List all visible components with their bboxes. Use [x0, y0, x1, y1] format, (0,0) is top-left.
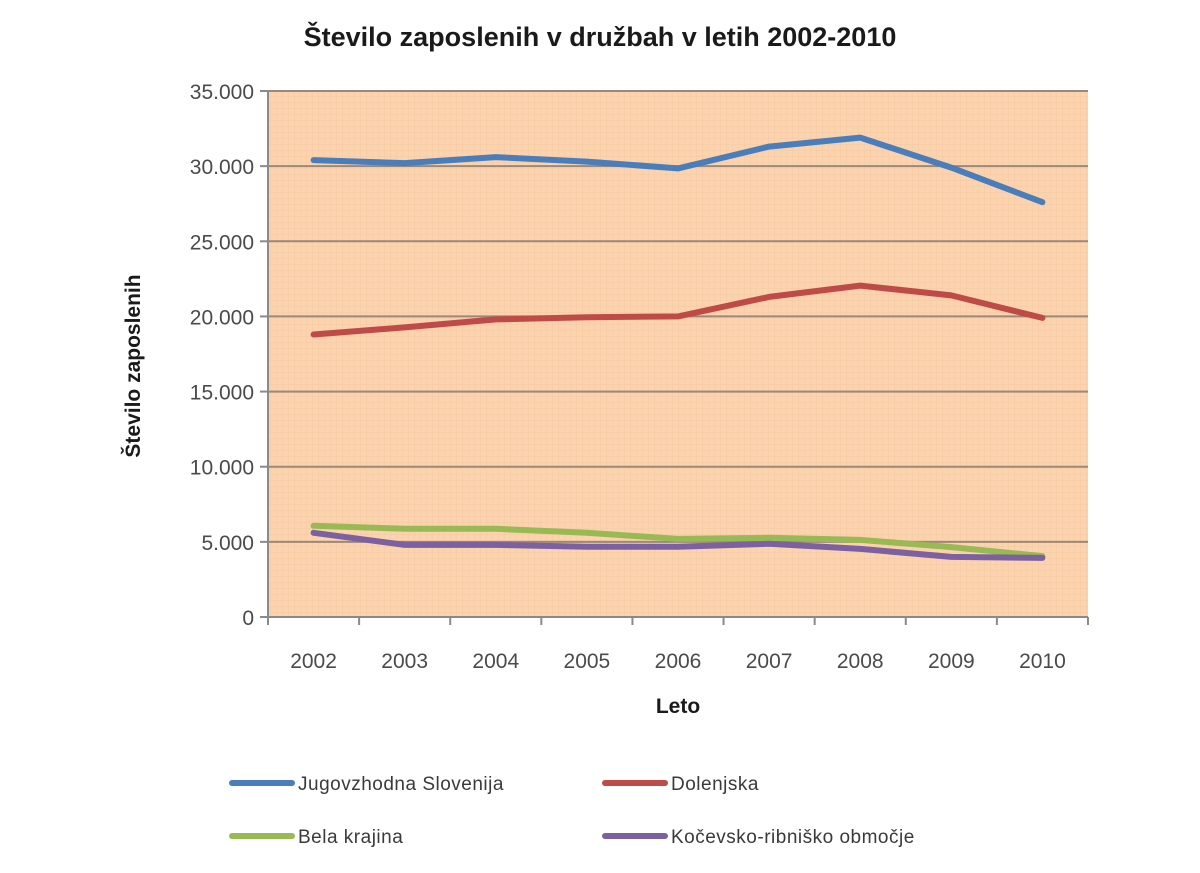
x-tick-label: 2010	[1019, 650, 1066, 673]
series-lines	[310, 134, 1046, 561]
x-axis-title: Leto	[656, 695, 700, 718]
legend-label: Kočevsko-ribniško območje	[671, 827, 915, 848]
x-tick-label: 2005	[564, 650, 611, 673]
chart-title: Število zaposlenih v družbah v letih 200…	[304, 21, 897, 52]
x-tick-label: 2008	[837, 650, 884, 673]
y-tick-label: 0	[242, 607, 254, 630]
axes	[260, 90, 1089, 625]
x-tick-label: 2002	[290, 650, 337, 673]
y-axis-title: Število zaposlenih	[121, 274, 145, 457]
y-tick-label: 15.000	[190, 382, 254, 405]
x-tick-labels: 2002 2003 2004 2005 2006 2007 2008 2009 2010	[290, 650, 1066, 673]
y-tick-label: 30.000	[190, 156, 254, 179]
x-tick-label: 2003	[381, 650, 428, 673]
legend-label: Jugovzhodna Slovenija	[298, 774, 504, 795]
y-tick-label: 25.000	[190, 231, 254, 254]
y-tick-label: 35.000	[190, 81, 254, 104]
y-tick-label: 20.000	[190, 306, 254, 329]
y-tick-labels: 0 5.000 10.000 15.000 20.000 25.000 30.000 35.0…	[190, 81, 254, 630]
legend-label: Dolenjska	[671, 774, 759, 795]
legend-label: Bela krajina	[298, 827, 403, 848]
legend: Jugovzhodna Slovenija Dolenjska Bela kraji…	[229, 774, 915, 848]
x-tick-label: 2007	[746, 650, 793, 673]
y-tick-label: 10.000	[190, 457, 254, 480]
y-tick-label: 5.000	[201, 532, 254, 555]
x-tick-label: 2004	[472, 650, 519, 673]
x-tick-label: 2006	[655, 650, 702, 673]
x-tick-label: 2009	[928, 650, 975, 673]
